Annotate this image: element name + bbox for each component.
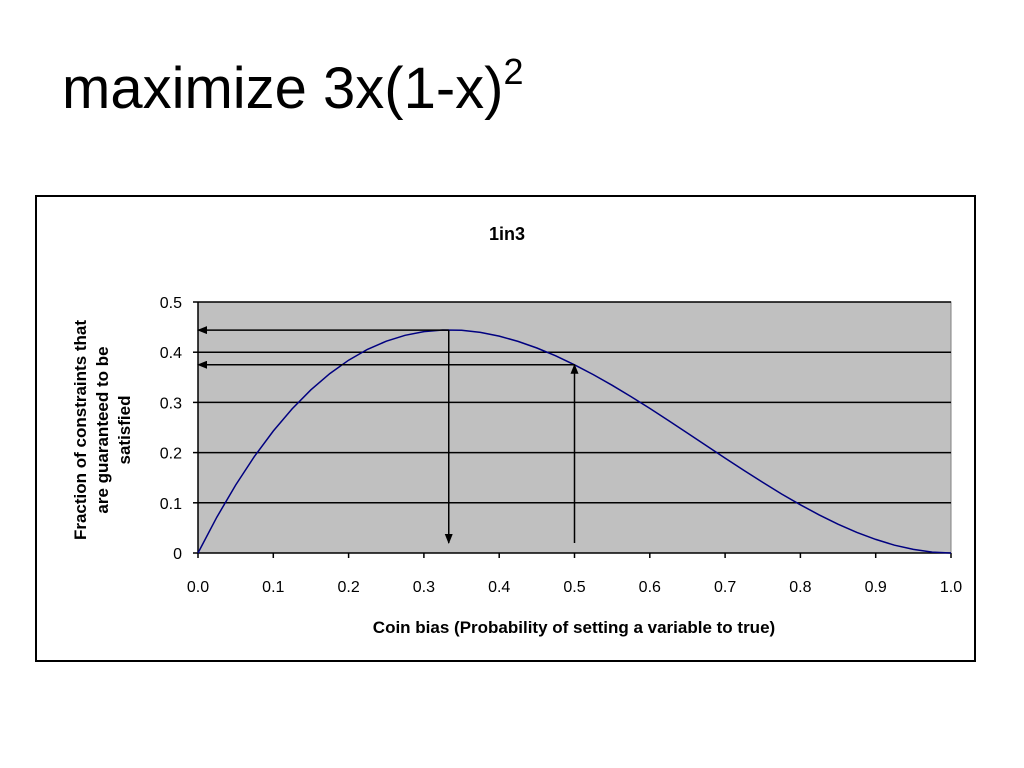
x-tick-label-7: 0.7 — [714, 579, 736, 596]
slide-title: maximize 3x(1-x)2 — [62, 54, 524, 118]
x-tick-label-5: 0.5 — [563, 579, 585, 596]
x-tick-label-4: 0.4 — [488, 579, 510, 596]
x-tick-label-10: 1.0 — [940, 579, 962, 596]
chart-title: 1in3 — [489, 224, 525, 244]
y-tick-label-2: 0.2 — [160, 446, 182, 463]
y-axis-ticks: 0 0.1 0.2 0.3 0.4 0.5 — [160, 295, 198, 563]
y-axis-label: Fraction of constraints that are guarante… — [71, 320, 134, 540]
y-axis-label-line-2: satisfied — [115, 396, 134, 465]
annotation-layer — [197, 326, 579, 544]
y-tick-label-1: 0.1 — [160, 496, 182, 513]
x-tick-label-2: 0.2 — [337, 579, 359, 596]
x-tick-label-6: 0.6 — [639, 579, 661, 596]
y-tick-label-3: 0.3 — [160, 395, 182, 412]
x-tick-label-1: 0.1 — [262, 579, 284, 596]
x-tick-label-8: 0.8 — [789, 579, 811, 596]
y-tick-label-5: 0.5 — [160, 295, 182, 312]
y-tick-label-4: 0.4 — [160, 345, 182, 362]
x-axis-label: Coin bias (Probability of setting a vari… — [373, 618, 775, 637]
x-tick-label-0: 0.0 — [187, 579, 209, 596]
x-tick-label-9: 0.9 — [865, 579, 887, 596]
slide-title-text: maximize 3x(1-x) — [62, 56, 504, 121]
x-tick-label-3: 0.3 — [413, 579, 435, 596]
y-tick-label-0: 0 — [173, 546, 182, 563]
y-axis-label-line-1: are guaranteed to be — [93, 346, 112, 513]
y-axis-label-line-0: Fraction of constraints that — [71, 320, 90, 540]
slide-title-exponent: 2 — [503, 51, 524, 92]
x-axis-ticks: 0.0 0.1 0.2 0.3 0.4 0.5 0.6 0.7 0.8 0.9 1.0 — [187, 553, 962, 596]
